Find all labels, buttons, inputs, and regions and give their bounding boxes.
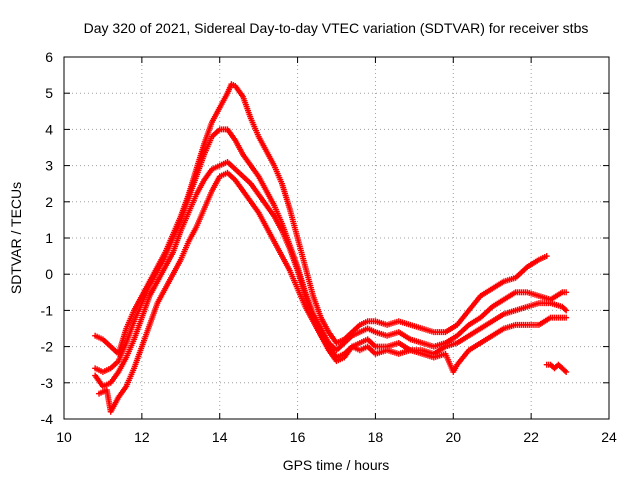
y-tick-label: -1: [41, 302, 54, 318]
y-tick-label: 3: [45, 158, 53, 174]
series-trace-2: [92, 126, 570, 375]
y-tick-label: -2: [41, 339, 54, 355]
y-tick-label: -3: [41, 375, 54, 391]
y-tick-labels: -4 -3 -2 -1 0 1 2 3 4 5 6: [41, 49, 54, 427]
series-trace-4: [96, 169, 570, 415]
y-tick-label: 5: [45, 85, 53, 101]
x-tick-label: 10: [56, 429, 72, 445]
y-tick-label: 1: [45, 230, 53, 246]
grid-lines: [64, 57, 609, 419]
y-axis-label: SDTVAR / TECUs: [8, 182, 24, 294]
y-tick-label: 4: [45, 121, 53, 137]
x-tick-label: 24: [601, 429, 617, 445]
series-trace-5: [543, 361, 570, 375]
x-tick-label: 14: [212, 429, 228, 445]
axis-ticks: [63, 56, 610, 420]
data-points: [92, 81, 570, 415]
chart-title: Day 320 of 2021, Sidereal Day-to-day VTE…: [84, 20, 589, 36]
y-tick-label: 0: [45, 266, 53, 282]
x-tick-label: 18: [368, 429, 384, 445]
x-tick-label: 12: [134, 429, 150, 445]
x-tick-label: 22: [523, 429, 539, 445]
x-axis-label: GPS time / hours: [283, 457, 390, 473]
y-tick-label: -4: [41, 411, 54, 427]
y-tick-label: 2: [45, 194, 53, 210]
x-tick-label: 16: [290, 429, 306, 445]
y-tick-label: 6: [45, 49, 53, 65]
x-tick-label: 20: [445, 429, 461, 445]
x-tick-labels: 10 12 14 16 18 20 22 24: [56, 429, 617, 445]
